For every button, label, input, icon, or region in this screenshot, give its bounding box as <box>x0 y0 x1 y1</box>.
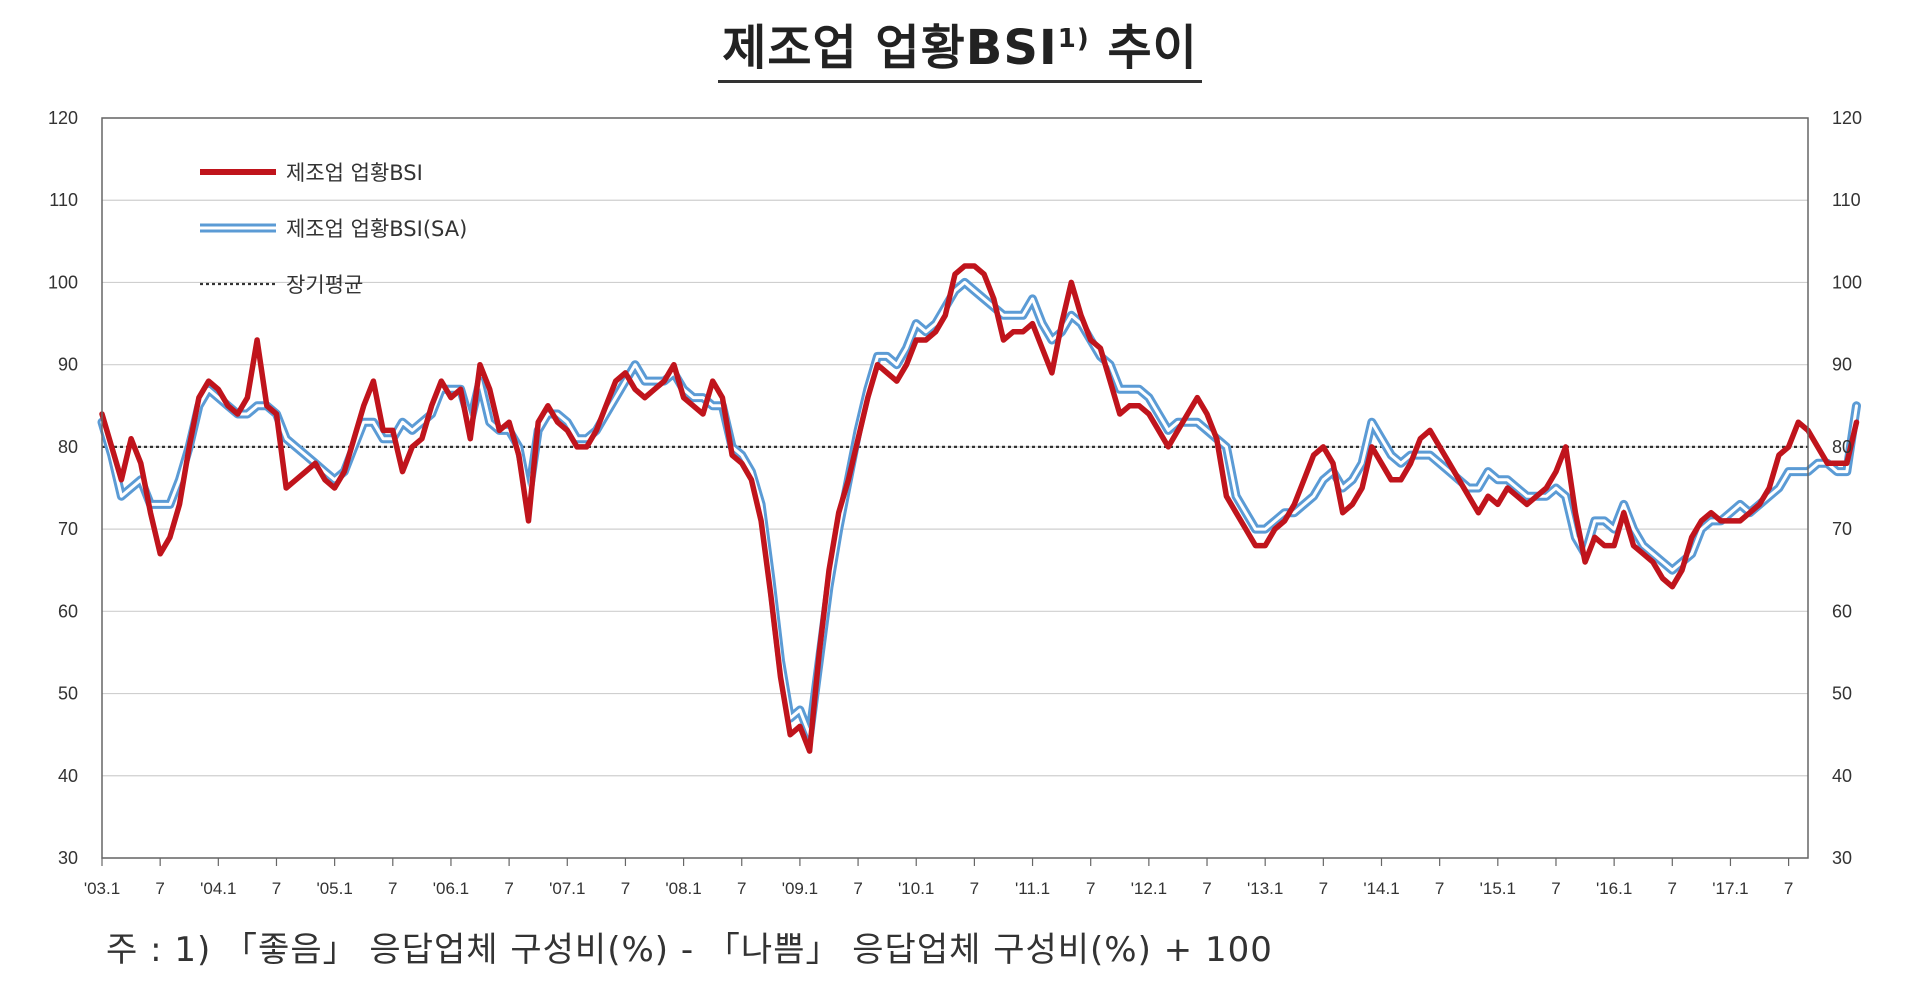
y-axis-left: 30 40 50 60 70 80 90 100 110 120 <box>48 108 78 868</box>
y-tick-right-60: 60 <box>1832 601 1852 621</box>
x-tick-label-24: '15.1 <box>1480 879 1516 898</box>
legend-label-bsi: 제조업 업황BSI <box>286 161 423 185</box>
chart-title-main: 제조업 업황BSI <box>722 20 1058 76</box>
x-tick-label-20: '13.1 <box>1247 879 1283 898</box>
y-tick-left-100: 100 <box>48 272 78 292</box>
x-tick-label-7: 7 <box>504 879 513 898</box>
x-tick-label-15: 7 <box>970 879 979 898</box>
legend: 제조업 업황BSI 제조업 업황BSI(SA) 장기평균 <box>200 161 467 297</box>
y-tick-right-110: 110 <box>1832 190 1861 210</box>
x-tick-label-26: '16.1 <box>1596 879 1632 898</box>
y-tick-right-40: 40 <box>1832 766 1852 786</box>
x-tick-label-19: 7 <box>1202 879 1211 898</box>
x-tick-label-11: 7 <box>737 879 746 898</box>
y-tick-left-120: 120 <box>48 108 78 128</box>
y-tick-left-90: 90 <box>58 355 78 375</box>
series-bsi-line <box>99 263 1860 754</box>
x-tick-label-18: '12.1 <box>1131 879 1167 898</box>
x-axis: '03.1 7 '04.1 7 '05.1 7 '06.1 7 '07.1 7 '08.1 7 '09.… <box>84 858 1793 898</box>
chart-title-wrap: 제조업 업황BSI1) 추이 <box>0 8 1920 83</box>
y-tick-right-90: 90 <box>1832 355 1852 375</box>
x-tick-label-9: 7 <box>621 879 630 898</box>
legend-label-bsi-sa: 제조업 업황BSI(SA) <box>286 217 467 241</box>
y-tick-left-30: 30 <box>58 848 78 868</box>
x-tick-label-12: '09.1 <box>782 879 818 898</box>
x-tick-label-21: 7 <box>1319 879 1328 898</box>
y-tick-right-80: 80 <box>1832 437 1852 457</box>
y-tick-left-70: 70 <box>58 519 78 539</box>
y-tick-right-70: 70 <box>1832 519 1852 539</box>
series-bsi-sa-line-inner <box>100 280 1858 737</box>
y-tick-left-60: 60 <box>58 601 78 621</box>
x-tick-label-16: '11.1 <box>1015 879 1050 898</box>
x-tick-label-28: '17.1 <box>1712 879 1748 898</box>
legend-label-average: 장기평균 <box>286 273 363 297</box>
y-tick-right-30: 30 <box>1832 848 1852 868</box>
y-tick-left-40: 40 <box>58 766 78 786</box>
y-tick-left-110: 110 <box>49 190 78 210</box>
y-axis-right: 30 40 50 60 70 80 90 100 110 120 <box>1832 108 1862 868</box>
x-tick-label-10: '08.1 <box>665 879 701 898</box>
x-tick-label-13: 7 <box>853 879 862 898</box>
y-tick-right-100: 100 <box>1832 272 1862 292</box>
y-tick-right-50: 50 <box>1832 684 1852 704</box>
series-bsi-sa-line <box>97 277 1861 740</box>
y-tick-left-50: 50 <box>58 684 78 704</box>
x-tick-label-25: 7 <box>1551 879 1560 898</box>
x-tick-label-22: '14.1 <box>1363 879 1399 898</box>
x-tick-label-6: '06.1 <box>433 879 469 898</box>
y-tick-left-80: 80 <box>58 437 78 457</box>
x-tick-label-4: '05.1 <box>316 879 352 898</box>
y-tick-right-120: 120 <box>1832 108 1862 128</box>
x-tick-label-23: 7 <box>1435 879 1444 898</box>
x-tick-label-0: '03.1 <box>84 879 120 898</box>
x-tick-label-29: 7 <box>1784 879 1793 898</box>
x-tick-label-17: 7 <box>1086 879 1095 898</box>
chart-title: 제조업 업황BSI1) 추이 <box>718 8 1202 83</box>
x-tick-label-1: 7 <box>155 879 164 898</box>
x-tick-label-3: 7 <box>272 879 281 898</box>
x-tick-label-14: '10.1 <box>898 879 934 898</box>
x-tick-label-2: '04.1 <box>200 879 236 898</box>
chart-title-tail: 추이 <box>1089 20 1198 76</box>
footnote: 주 : 1) 「좋음」 응답업체 구성비(%) - 「나쁨」 응답업체 구성비(… <box>106 930 1273 970</box>
x-tick-label-27: 7 <box>1668 879 1677 898</box>
x-tick-label-8: '07.1 <box>549 879 585 898</box>
plot-frame <box>101 117 1809 859</box>
x-tick-label-5: 7 <box>388 879 397 898</box>
chart-title-footnote-mark: 1) <box>1057 24 1090 54</box>
series-layer <box>97 263 1861 754</box>
